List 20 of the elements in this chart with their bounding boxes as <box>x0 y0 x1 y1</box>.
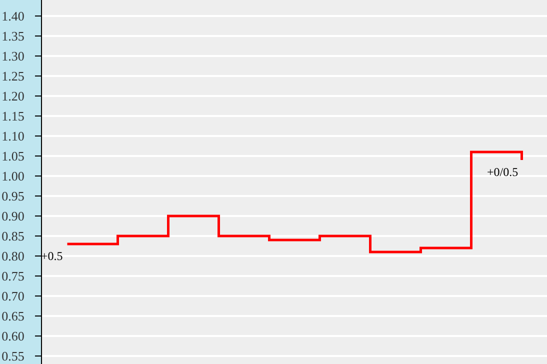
y-tick-label: 1.00 <box>2 168 24 184</box>
y-tick-label: 0.65 <box>2 308 24 324</box>
annotation: +0/0.5 <box>487 165 518 179</box>
annotation: +0.5 <box>41 249 63 263</box>
y-tick-label: 1.25 <box>2 68 24 84</box>
y-tick-label: 1.05 <box>2 148 24 164</box>
y-tick-label: 0.80 <box>2 248 24 264</box>
y-tick-label: 0.95 <box>2 188 24 204</box>
y-tick-label: 0.70 <box>2 288 24 304</box>
y-tick-label: 0.85 <box>2 228 24 244</box>
y-tick-label: 0.90 <box>2 208 24 224</box>
y-tick-label: 0.55 <box>2 348 24 364</box>
y-tick-label: 1.15 <box>2 108 24 124</box>
y-tick-label: 0.75 <box>2 268 24 284</box>
y-tick-label: 1.20 <box>2 88 24 104</box>
y-tick-label: 0.60 <box>2 328 24 344</box>
y-tick-label: 1.40 <box>2 8 24 24</box>
y-tick-label: 1.35 <box>2 28 24 44</box>
y-tick-label: 1.10 <box>2 128 24 144</box>
y-tick-label: 1.30 <box>2 48 24 64</box>
